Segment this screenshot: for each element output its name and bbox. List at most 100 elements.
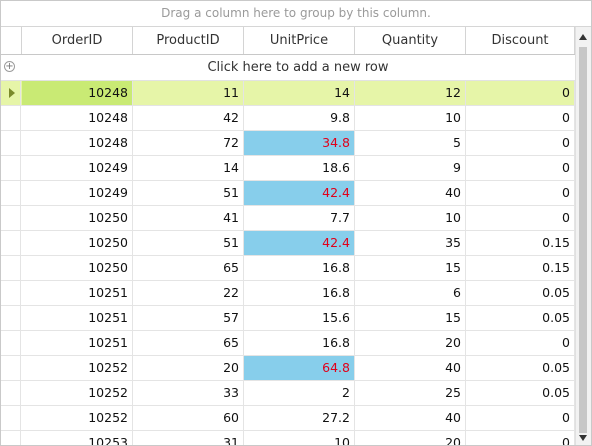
group-panel[interactable]: Drag a column here to group by this colu…: [1, 1, 591, 27]
cell-orderid[interactable]: 10251: [22, 331, 133, 355]
cell-unitprice[interactable]: 18.6: [244, 156, 355, 180]
cell-productid[interactable]: 20: [133, 356, 244, 380]
row-indicator[interactable]: [1, 431, 21, 445]
cell-discount[interactable]: 0: [466, 131, 575, 155]
column-header-unitprice[interactable]: UnitPrice: [244, 27, 355, 54]
row-indicator[interactable]: [1, 381, 21, 405]
cell-orderid[interactable]: 10252: [22, 381, 133, 405]
cell-orderid[interactable]: 10251: [22, 306, 133, 330]
cell-quantity[interactable]: 5: [355, 131, 466, 155]
cell-quantity[interactable]: 15: [355, 256, 466, 280]
cell-unitprice[interactable]: 14: [244, 81, 355, 105]
cell-quantity[interactable]: 40: [355, 356, 466, 380]
cell-discount[interactable]: 0.05: [466, 306, 575, 330]
table-row[interactable]: 10251 65 16.8 20 0: [1, 331, 575, 356]
cell-productid[interactable]: 51: [133, 181, 244, 205]
cell-discount[interactable]: 0: [466, 431, 575, 445]
cell-productid[interactable]: 14: [133, 156, 244, 180]
cell-quantity[interactable]: 9: [355, 156, 466, 180]
cell-quantity[interactable]: 10: [355, 206, 466, 230]
cell-orderid[interactable]: 10248: [22, 81, 133, 105]
chevron-up-icon[interactable]: [579, 34, 587, 40]
cell-productid[interactable]: 65: [133, 331, 244, 355]
row-indicator[interactable]: [1, 231, 21, 255]
cell-productid[interactable]: 42: [133, 106, 244, 130]
table-row[interactable]: 10250 65 16.8 15 0.15: [1, 256, 575, 281]
cell-quantity[interactable]: 25: [355, 381, 466, 405]
cell-discount[interactable]: 0.05: [466, 381, 575, 405]
cell-orderid[interactable]: 10250: [22, 231, 133, 255]
cell-discount[interactable]: 0: [466, 331, 575, 355]
table-row[interactable]: 10249 51 42.4 40 0: [1, 181, 575, 206]
cell-orderid[interactable]: 10253: [22, 431, 133, 445]
row-indicator[interactable]: [1, 331, 21, 355]
cell-quantity[interactable]: 35: [355, 231, 466, 255]
table-row[interactable]: 10251 57 15.6 15 0.05: [1, 306, 575, 331]
column-header-quantity[interactable]: Quantity: [355, 27, 466, 54]
cell-quantity[interactable]: 40: [355, 181, 466, 205]
cell-unitprice[interactable]: 2: [244, 381, 355, 405]
cell-unitprice[interactable]: 7.7: [244, 206, 355, 230]
row-indicator[interactable]: [1, 256, 21, 280]
cell-quantity[interactable]: 20: [355, 431, 466, 445]
cell-orderid[interactable]: 10248: [22, 106, 133, 130]
cell-orderid[interactable]: 10248: [22, 131, 133, 155]
table-row[interactable]: 10252 20 64.8 40 0.05: [1, 356, 575, 381]
scrollbar-thumb[interactable]: [579, 47, 587, 433]
cell-discount[interactable]: 0: [466, 81, 575, 105]
cell-unitprice[interactable]: 9.8: [244, 106, 355, 130]
add-new-row[interactable]: + Click here to add a new row: [1, 55, 575, 81]
cell-quantity[interactable]: 12: [355, 81, 466, 105]
cell-productid[interactable]: 65: [133, 256, 244, 280]
cell-quantity[interactable]: 10: [355, 106, 466, 130]
cell-unitprice[interactable]: 27.2: [244, 406, 355, 430]
table-row[interactable]: 10252 33 2 25 0.05: [1, 381, 575, 406]
cell-productid[interactable]: 11: [133, 81, 244, 105]
table-row[interactable]: 10248 42 9.8 10 0: [1, 106, 575, 131]
table-row[interactable]: 10253 31 10 20 0: [1, 431, 575, 445]
row-indicator[interactable]: [1, 306, 21, 330]
cell-discount[interactable]: 0: [466, 106, 575, 130]
chevron-down-icon[interactable]: [579, 435, 587, 441]
cell-orderid[interactable]: 10251: [22, 281, 133, 305]
column-header-orderid[interactable]: OrderID: [22, 27, 133, 54]
cell-productid[interactable]: 31: [133, 431, 244, 445]
cell-unitprice[interactable]: 34.8: [244, 131, 355, 155]
table-row[interactable]: 10250 51 42.4 35 0.15: [1, 231, 575, 256]
row-indicator[interactable]: [1, 81, 21, 105]
row-indicator[interactable]: [1, 156, 21, 180]
cell-unitprice[interactable]: 42.4: [244, 181, 355, 205]
cell-discount[interactable]: 0: [466, 181, 575, 205]
table-row[interactable]: 10250 41 7.7 10 0: [1, 206, 575, 231]
cell-unitprice[interactable]: 15.6: [244, 306, 355, 330]
column-header-productid[interactable]: ProductID: [133, 27, 244, 54]
table-row[interactable]: 10251 22 16.8 6 0.05: [1, 281, 575, 306]
cell-orderid[interactable]: 10250: [22, 206, 133, 230]
row-indicator[interactable]: [1, 406, 21, 430]
cell-orderid[interactable]: 10252: [22, 356, 133, 380]
cell-quantity[interactable]: 6: [355, 281, 466, 305]
cell-productid[interactable]: 57: [133, 306, 244, 330]
cell-discount[interactable]: 0: [466, 406, 575, 430]
vertical-scrollbar[interactable]: [575, 27, 591, 445]
cell-productid[interactable]: 22: [133, 281, 244, 305]
table-row[interactable]: 10249 14 18.6 9 0: [1, 156, 575, 181]
column-header-discount[interactable]: Discount: [466, 27, 575, 54]
row-indicator[interactable]: [1, 206, 21, 230]
cell-discount[interactable]: 0: [466, 156, 575, 180]
cell-productid[interactable]: 60: [133, 406, 244, 430]
cell-discount[interactable]: 0.15: [466, 256, 575, 280]
cell-productid[interactable]: 51: [133, 231, 244, 255]
cell-unitprice[interactable]: 16.8: [244, 281, 355, 305]
table-row[interactable]: 10252 60 27.2 40 0: [1, 406, 575, 431]
cell-orderid[interactable]: 10250: [22, 256, 133, 280]
cell-unitprice[interactable]: 10: [244, 431, 355, 445]
cell-orderid[interactable]: 10252: [22, 406, 133, 430]
row-indicator[interactable]: [1, 281, 21, 305]
cell-productid[interactable]: 41: [133, 206, 244, 230]
table-row[interactable]: 10248 11 14 12 0: [1, 81, 575, 106]
cell-productid[interactable]: 72: [133, 131, 244, 155]
cell-unitprice[interactable]: 16.8: [244, 331, 355, 355]
cell-orderid[interactable]: 10249: [22, 181, 133, 205]
cell-discount[interactable]: 0.05: [466, 356, 575, 380]
